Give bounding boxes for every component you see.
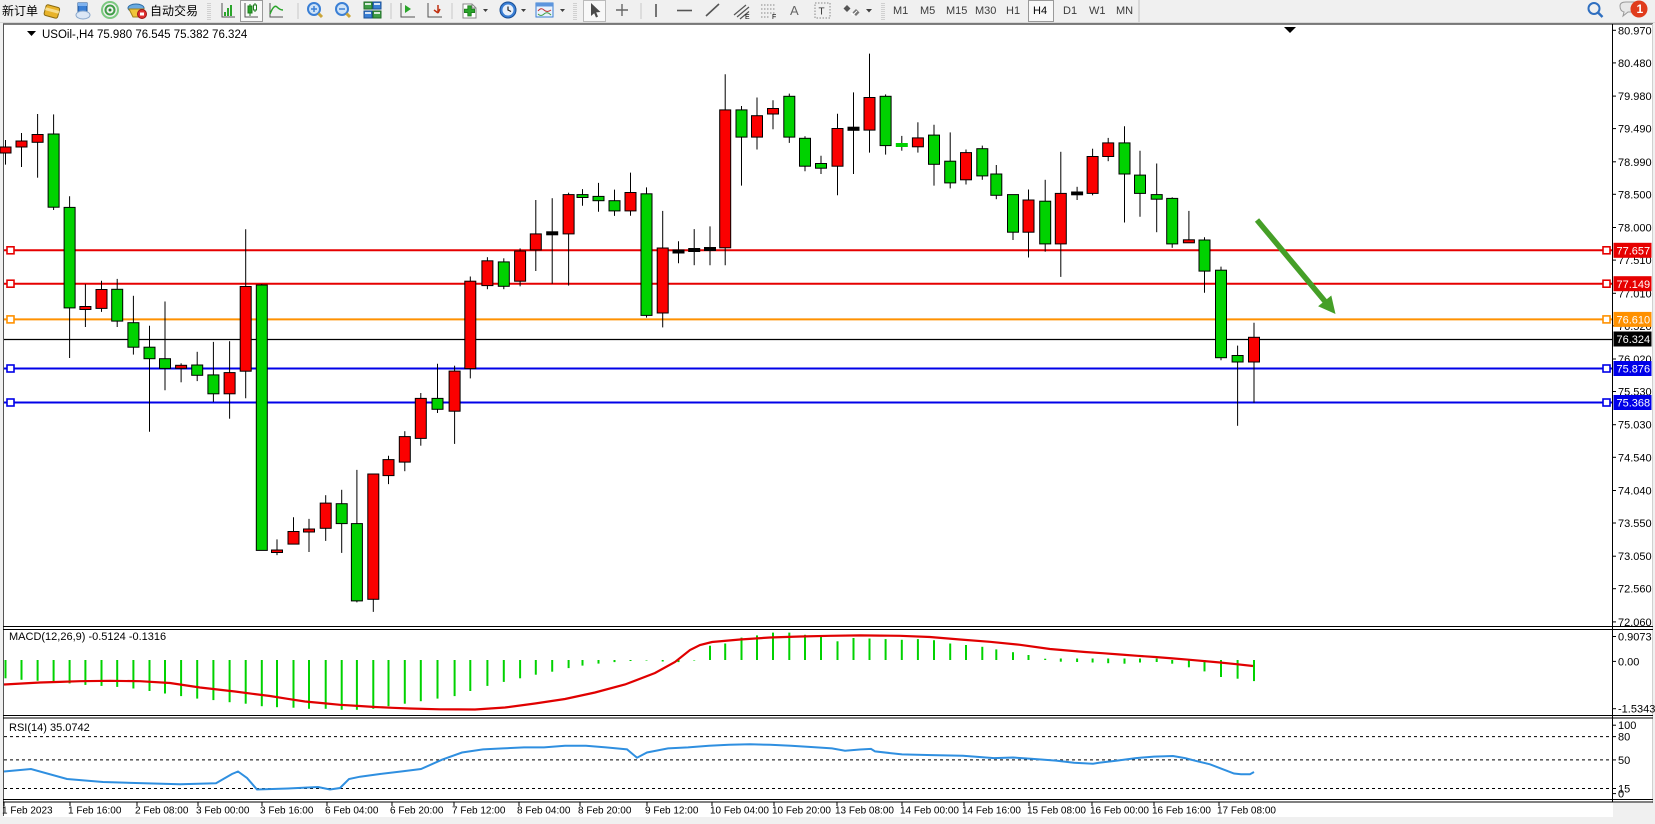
svg-text:-1.5343: -1.5343	[1618, 704, 1655, 716]
svg-text:1: 1	[1637, 2, 1644, 16]
svg-text:73.050: 73.050	[1618, 551, 1652, 563]
svg-text:76.610: 76.610	[1617, 315, 1651, 327]
svg-text:79.980: 79.980	[1618, 91, 1652, 103]
svg-text:80.480: 80.480	[1618, 58, 1652, 70]
svg-text:73.550: 73.550	[1618, 518, 1652, 530]
svg-text:E: E	[745, 14, 750, 21]
svg-text:15 Feb 08:00: 15 Feb 08:00	[1027, 806, 1086, 817]
svg-text:MACD(12,26,9) -0.5124 -0.1316: MACD(12,26,9) -0.5124 -0.1316	[9, 631, 166, 643]
svg-text:16 Feb 16:00: 16 Feb 16:00	[1152, 806, 1211, 817]
svg-text:77.510: 77.510	[1618, 255, 1652, 267]
svg-text:74.040: 74.040	[1618, 486, 1652, 498]
svg-text:15: 15	[1618, 784, 1630, 796]
svg-text:74.540: 74.540	[1618, 452, 1652, 464]
svg-text:10 Feb 04:00: 10 Feb 04:00	[710, 806, 769, 817]
svg-text:1 Feb 16:00: 1 Feb 16:00	[68, 806, 122, 817]
svg-text:100: 100	[1618, 720, 1636, 732]
svg-text:75.876: 75.876	[1617, 364, 1651, 376]
svg-text:3 Feb 16:00: 3 Feb 16:00	[260, 806, 314, 817]
svg-text:自动交易: 自动交易	[150, 3, 198, 18]
svg-text:80: 80	[1618, 732, 1630, 744]
svg-text:77.149: 77.149	[1617, 279, 1651, 291]
svg-text:16 Feb 00:00: 16 Feb 00:00	[1090, 806, 1149, 817]
svg-text:78.000: 78.000	[1618, 223, 1652, 235]
svg-text:D1: D1	[1063, 5, 1077, 17]
svg-text:A: A	[790, 3, 799, 18]
svg-text:9 Feb 12:00: 9 Feb 12:00	[645, 806, 699, 817]
svg-text:1 Feb 2023: 1 Feb 2023	[2, 806, 53, 817]
svg-text:2 Feb 08:00: 2 Feb 08:00	[135, 806, 189, 817]
svg-text:14 Feb 00:00: 14 Feb 00:00	[900, 806, 959, 817]
svg-text:77.010: 77.010	[1618, 288, 1652, 300]
svg-text:14 Feb 16:00: 14 Feb 16:00	[962, 806, 1021, 817]
svg-text:F: F	[772, 14, 776, 21]
svg-text:8 Feb 20:00: 8 Feb 20:00	[578, 806, 632, 817]
svg-text:78.990: 78.990	[1618, 157, 1652, 169]
svg-text:H4: H4	[1033, 5, 1047, 17]
svg-text:75.030: 75.030	[1618, 420, 1652, 432]
svg-text:8 Feb 04:00: 8 Feb 04:00	[517, 806, 571, 817]
svg-text:6 Feb 20:00: 6 Feb 20:00	[390, 806, 444, 817]
svg-text:MN: MN	[1116, 5, 1133, 17]
svg-text:0.9073: 0.9073	[1618, 632, 1652, 644]
svg-text:M30: M30	[975, 5, 996, 17]
svg-text:78.500: 78.500	[1618, 189, 1652, 201]
svg-text:75.368: 75.368	[1617, 398, 1651, 410]
svg-text:50: 50	[1618, 755, 1630, 767]
svg-text:13 Feb 08:00: 13 Feb 08:00	[835, 806, 894, 817]
svg-text:T: T	[819, 7, 825, 18]
svg-text:7 Feb 12:00: 7 Feb 12:00	[452, 806, 506, 817]
svg-text:M15: M15	[946, 5, 967, 17]
svg-text:77.657: 77.657	[1617, 246, 1651, 258]
svg-text:10 Feb 20:00: 10 Feb 20:00	[772, 806, 831, 817]
svg-text:3 Feb 00:00: 3 Feb 00:00	[196, 806, 250, 817]
svg-text:H1: H1	[1006, 5, 1020, 17]
svg-text:6 Feb 04:00: 6 Feb 04:00	[325, 806, 379, 817]
svg-text:W1: W1	[1089, 5, 1106, 17]
svg-text:0: 0	[1618, 789, 1624, 801]
svg-text:新订单: 新订单	[2, 3, 38, 18]
svg-text:RSI(14) 35.0742: RSI(14) 35.0742	[9, 722, 90, 734]
svg-text:72.060: 72.060	[1618, 617, 1652, 629]
svg-text:80.970: 80.970	[1618, 25, 1652, 37]
svg-text:M1: M1	[893, 5, 908, 17]
svg-text:76.324: 76.324	[1617, 334, 1651, 346]
svg-text:72.560: 72.560	[1618, 584, 1652, 596]
svg-text:17 Feb 08:00: 17 Feb 08:00	[1217, 806, 1276, 817]
svg-text:79.490: 79.490	[1618, 124, 1652, 136]
svg-text:USOil-,H4 75.980 76.545 75.38: USOil-,H4 75.980 76.545 75.382 76.324	[42, 29, 248, 41]
svg-text:M5: M5	[920, 5, 935, 17]
svg-text:0.00: 0.00	[1618, 656, 1639, 668]
